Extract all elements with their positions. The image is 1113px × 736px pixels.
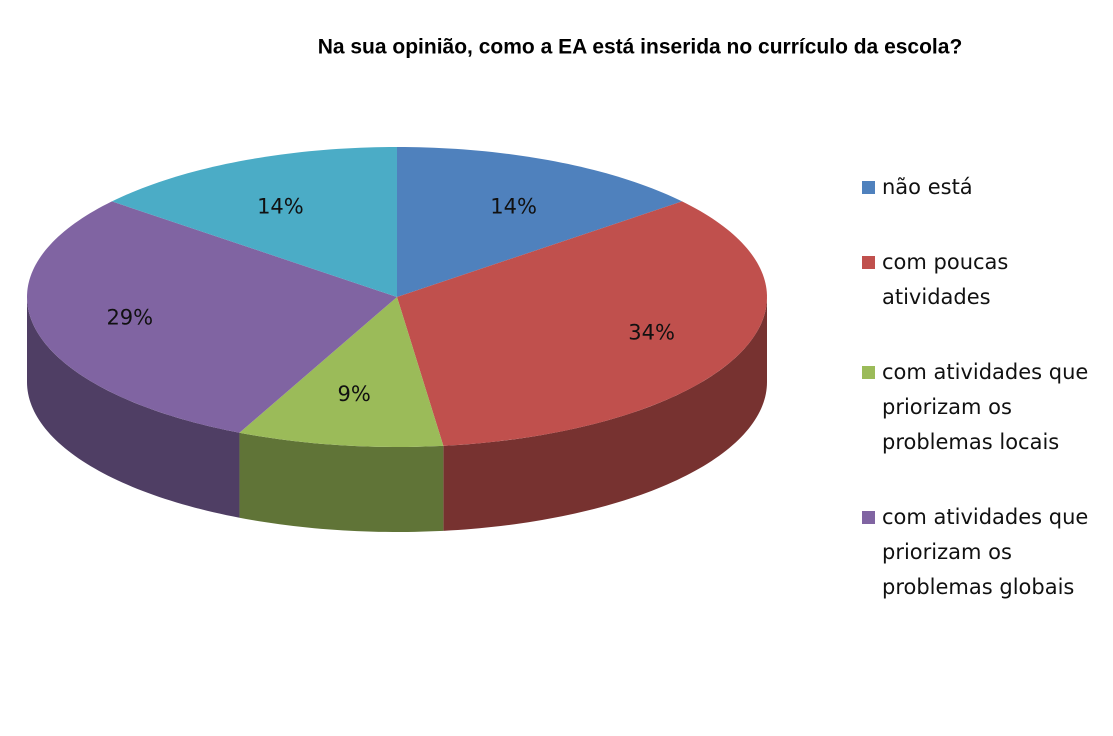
slice	[27, 201, 398, 433]
slice-side	[239, 432, 444, 532]
slice	[397, 147, 683, 297]
legend-swatch	[862, 511, 875, 524]
legend-entry: com atividades que priorizam os problema…	[862, 500, 1102, 605]
legend-entry: com atividades que priorizam os problema…	[862, 355, 1102, 460]
legend-label: com poucas atividades	[882, 250, 1009, 309]
data-label: 29%	[106, 306, 153, 330]
slice	[239, 297, 444, 447]
slice-side	[443, 297, 767, 531]
legend-swatch	[862, 181, 875, 194]
legend-label: com atividades que priorizam os problema…	[882, 505, 1089, 599]
data-label: 9%	[338, 382, 371, 406]
data-label: 34%	[628, 320, 675, 344]
slice	[397, 201, 767, 446]
slice-side	[27, 297, 240, 518]
legend-swatch	[862, 256, 875, 269]
legend-swatch	[862, 366, 875, 379]
slice	[111, 147, 398, 297]
legend-entry: com poucas atividades	[862, 245, 1102, 315]
data-label: 14%	[257, 194, 304, 218]
legend-entry: não está	[862, 170, 1102, 205]
legend-label: não está	[882, 175, 973, 199]
legend-label: com atividades que priorizam os problema…	[882, 360, 1089, 454]
chart-title: Na sua opinião, como a EA está inserida …	[318, 36, 963, 59]
data-label: 14%	[490, 194, 537, 218]
